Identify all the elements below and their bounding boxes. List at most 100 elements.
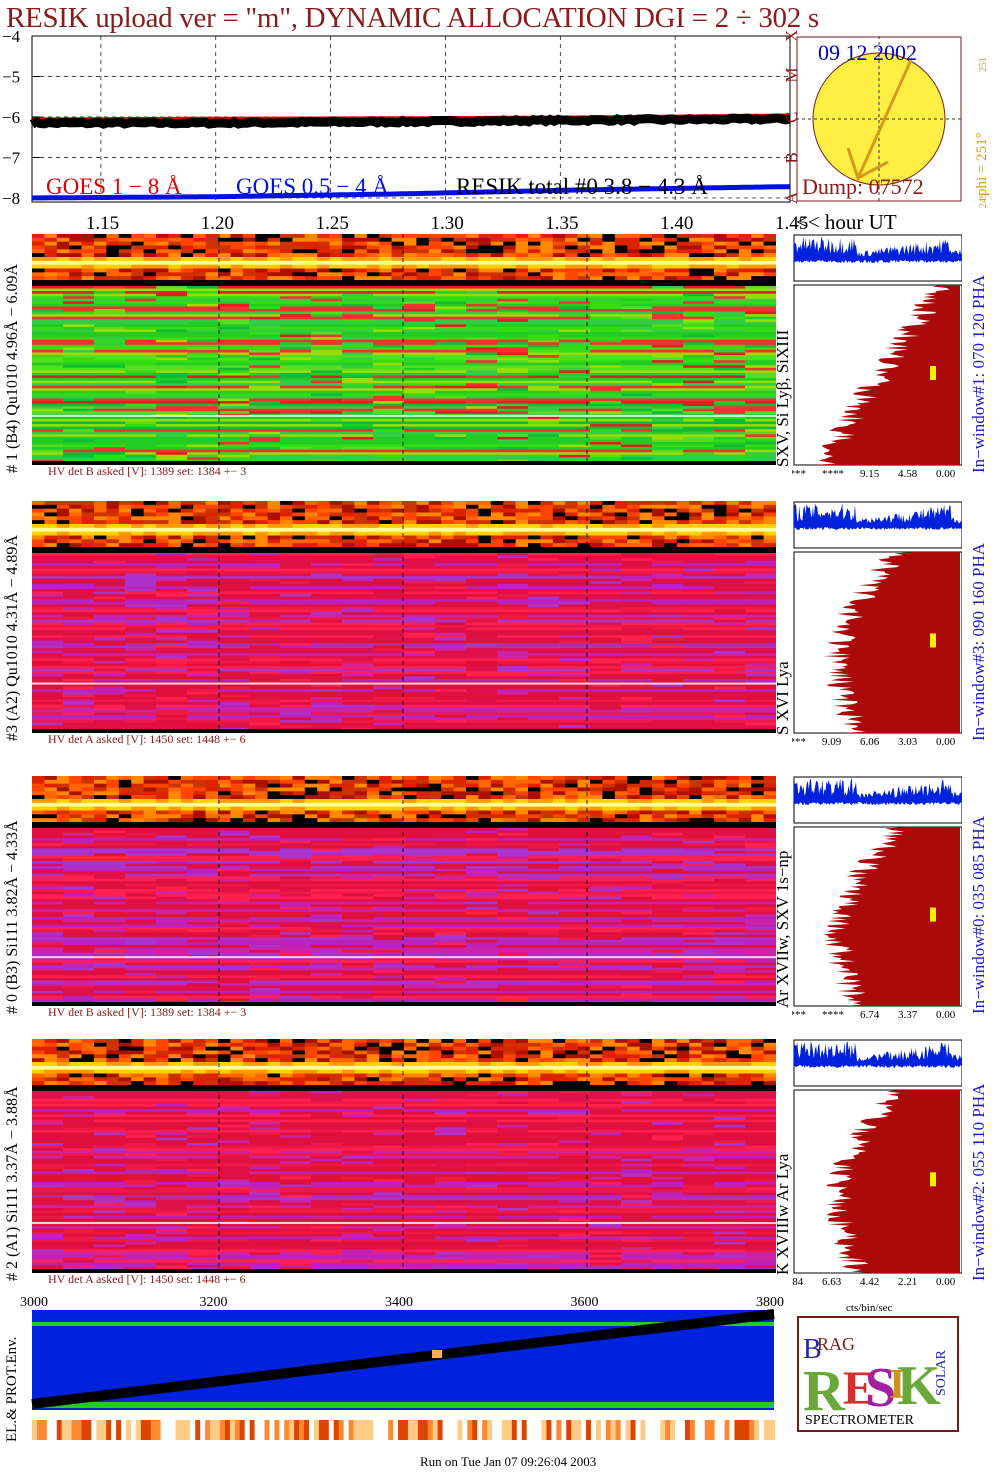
spectro-cell <box>466 457 498 461</box>
band-cell <box>590 520 604 525</box>
spectro-cell <box>652 712 684 716</box>
band-cell <box>714 527 728 533</box>
band-cell <box>304 257 319 262</box>
spectro-cell <box>342 334 374 339</box>
spectro-cell <box>404 666 436 670</box>
spectro-cell <box>125 296 157 300</box>
band-cell <box>490 512 505 518</box>
band-cell <box>515 272 529 278</box>
spectro-cell <box>683 599 715 603</box>
spectro-cell <box>714 697 746 701</box>
band-cell <box>639 276 653 281</box>
band-cell <box>56 237 71 243</box>
spectro-cell <box>435 671 467 675</box>
band-cell <box>156 260 170 266</box>
spectro-cell <box>125 560 157 565</box>
spectro-cell <box>311 697 343 701</box>
spectro-cell <box>652 586 684 590</box>
band-cell <box>664 276 678 281</box>
spectro-cell <box>621 385 653 390</box>
spectro-cell <box>311 707 343 711</box>
spectro-cell <box>559 709 591 714</box>
spectro-cell <box>435 573 467 578</box>
band-cell <box>540 776 554 781</box>
spectro-cell <box>373 658 405 662</box>
spectro-cell <box>342 449 374 454</box>
band-cell <box>317 257 331 262</box>
spectro-cell <box>280 355 312 359</box>
spectro-cell <box>683 712 715 716</box>
band-cell <box>354 264 368 270</box>
band-cell <box>205 245 219 251</box>
sun-position-panel: 09 12 2002 Dump: 07572 phi = 251° 251 24… <box>796 36 990 208</box>
spectro-cell <box>311 601 343 606</box>
spectro-cell <box>218 301 250 305</box>
spectro-cell <box>497 339 529 344</box>
band-cell <box>428 501 443 506</box>
spectro-cell <box>373 630 405 634</box>
band-cell <box>751 257 765 262</box>
spectro-cell <box>590 286 622 290</box>
spectro-cell <box>435 635 467 639</box>
band-cell <box>577 512 591 518</box>
spectro-cell <box>187 380 219 385</box>
spectro-cell <box>63 679 95 683</box>
band-cell <box>503 234 517 239</box>
spectro-cell <box>373 673 405 678</box>
spectro-cell <box>187 288 219 293</box>
spectro-cell <box>745 684 776 688</box>
spectro-cell <box>373 319 405 323</box>
spectro-cell <box>63 604 95 608</box>
spectro-cell <box>94 372 126 377</box>
spectro-cell <box>652 578 684 583</box>
spectro-cell <box>63 342 95 346</box>
spectro-cell <box>63 609 95 614</box>
band-cell <box>428 508 443 514</box>
spectro-cell <box>497 424 529 428</box>
spectro-cell <box>249 444 281 449</box>
band-cell <box>342 527 356 533</box>
band-cell <box>69 276 83 281</box>
band-cell <box>639 268 653 274</box>
spectro-cell <box>466 434 498 438</box>
spectro-cell <box>373 401 405 405</box>
band-cell <box>255 512 269 518</box>
spectro-cell <box>156 643 188 647</box>
band-cell <box>652 516 666 522</box>
spectro-cell <box>63 314 95 318</box>
spectro-cell <box>559 558 591 562</box>
band-cell <box>590 272 604 278</box>
spectro-cell <box>528 676 560 680</box>
band-cell <box>205 539 219 545</box>
spectro-cell <box>94 702 126 706</box>
band-cell <box>416 249 430 255</box>
spectro-cell <box>187 671 219 675</box>
spectro-cell <box>342 645 374 650</box>
spectro-cell <box>94 393 126 397</box>
spectro-cell <box>125 314 157 318</box>
band-cell <box>69 268 83 274</box>
series-line-1 <box>31 184 791 201</box>
spectro-cell <box>125 686 157 691</box>
spectro-cell <box>249 722 281 727</box>
band-cell <box>118 516 133 522</box>
spectro-cell <box>559 311 591 316</box>
band-cell <box>205 779 219 785</box>
band-cell <box>391 257 405 262</box>
band-cell <box>602 268 616 274</box>
spectro-cell <box>280 581 312 585</box>
band-cell <box>94 501 108 506</box>
spectro-cell <box>435 314 467 318</box>
spectro-cell <box>528 449 560 454</box>
spectro-cell <box>342 452 374 456</box>
spectro-cell <box>32 619 64 624</box>
band-cell <box>714 245 728 251</box>
band-cell <box>565 260 579 266</box>
band-cell <box>391 504 405 510</box>
band-cell <box>56 272 71 278</box>
spectro-cell <box>63 339 95 344</box>
spectro-cell <box>311 398 343 403</box>
dump-number: Dump: 07572 <box>802 174 924 199</box>
band-cell <box>280 264 294 270</box>
band-cell <box>156 520 170 525</box>
